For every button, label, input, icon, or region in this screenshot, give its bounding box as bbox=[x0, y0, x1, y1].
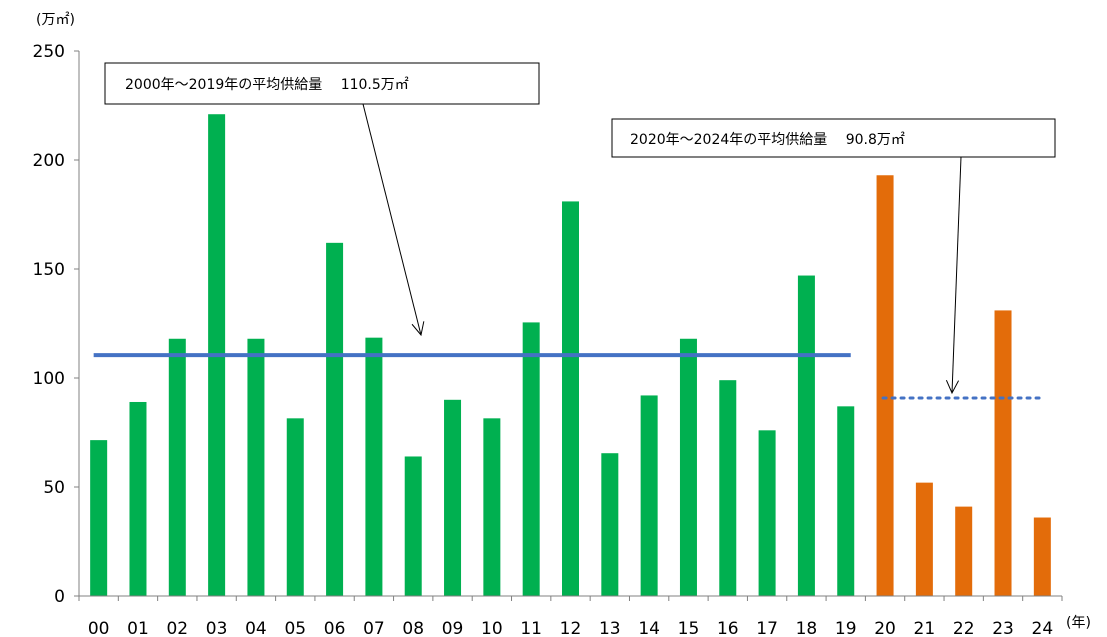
annotation-arrowhead-2000-2019 bbox=[411, 321, 425, 337]
x-tick-label: 07 bbox=[363, 619, 385, 637]
x-tick-label: 19 bbox=[835, 619, 857, 637]
x-tick-label: 24 bbox=[1032, 619, 1054, 637]
y-ticks-group: 0 50 100 150 200 250 bbox=[33, 42, 79, 607]
bar-07 bbox=[365, 337, 383, 596]
annotation-box-2020-2024 bbox=[611, 118, 1056, 158]
average-lines-group bbox=[93, 353, 1045, 400]
x-tick-label: 22 bbox=[953, 619, 975, 637]
bar-02 bbox=[168, 338, 186, 596]
bar-11 bbox=[522, 322, 540, 596]
x-tick-label: 15 bbox=[678, 619, 700, 637]
annotation-text-2020-2024: 2020年～2024年の平均供給量 90.8万㎡ bbox=[630, 132, 905, 148]
x-tick-label: 18 bbox=[796, 619, 818, 637]
x-tick-label: 01 bbox=[127, 619, 149, 637]
annotation-arrow-2020-2024 bbox=[951, 156, 962, 394]
annotation-2020-2024: 2020年～2024年の平均供給量 90.8万㎡ bbox=[611, 118, 1056, 395]
y-axis-unit-label: (万㎡) bbox=[36, 12, 75, 28]
x-tick-label: 11 bbox=[520, 619, 542, 637]
y-tick-label: 200 bbox=[33, 151, 65, 171]
x-tick-label: 09 bbox=[442, 619, 464, 637]
bar-04 bbox=[247, 338, 265, 596]
annotation-2000-2019: 2000年～2019年の平均供給量 110.5万㎡ bbox=[104, 62, 540, 337]
x-tick-label: 12 bbox=[560, 619, 582, 637]
y-tick-label: 150 bbox=[33, 260, 65, 280]
bar-06 bbox=[326, 242, 344, 596]
x-tick-label: 21 bbox=[914, 619, 936, 637]
x-tick-label: 13 bbox=[599, 619, 621, 637]
y-tick-label: 100 bbox=[33, 369, 65, 389]
x-tick-label: 17 bbox=[756, 619, 778, 637]
bar-19 bbox=[837, 406, 855, 596]
y-tick-label: 0 bbox=[54, 587, 65, 607]
bar-05 bbox=[286, 418, 304, 596]
x-tick-label: 00 bbox=[88, 619, 110, 637]
bar-20 bbox=[876, 175, 894, 596]
x-tick-label: 23 bbox=[992, 619, 1014, 637]
x-tick-label: 08 bbox=[402, 619, 424, 637]
x-tick-label: 16 bbox=[717, 619, 739, 637]
bar-17 bbox=[758, 430, 776, 596]
x-tick-label: 06 bbox=[324, 619, 346, 637]
bar-15 bbox=[679, 338, 697, 596]
bar-00 bbox=[90, 440, 108, 596]
x-tick-label: 14 bbox=[638, 619, 660, 637]
bar-14 bbox=[640, 395, 658, 596]
x-tick-label: 10 bbox=[481, 619, 503, 637]
bar-24 bbox=[1033, 517, 1051, 596]
x-tick-label: 03 bbox=[206, 619, 228, 637]
bar-23 bbox=[994, 310, 1012, 596]
bar-01 bbox=[129, 401, 147, 596]
bar-09 bbox=[444, 399, 462, 596]
x-tick-label: 02 bbox=[166, 619, 188, 637]
x-tick-label: 20 bbox=[874, 619, 896, 637]
bar-13 bbox=[601, 453, 619, 596]
x-axis-unit-label: (年) bbox=[1066, 615, 1091, 631]
bar-10 bbox=[483, 418, 501, 596]
annotation-text-2000-2019: 2000年～2019年の平均供給量 110.5万㎡ bbox=[125, 77, 409, 93]
bar-22 bbox=[955, 506, 973, 596]
annotation-box-2000-2019 bbox=[104, 62, 540, 105]
annotation-arrowhead-2020-2024 bbox=[945, 379, 960, 395]
bar-12 bbox=[562, 201, 579, 597]
bar-16 bbox=[719, 380, 737, 596]
bar-08 bbox=[404, 456, 422, 596]
x-ticks-group: 00 01 02 03 04 05 06 07 08 09 10 11 12 13 14 15 16 17 18 19… bbox=[78, 596, 1063, 637]
annotation-arrow-2000-2019 bbox=[362, 103, 422, 336]
bar-21 bbox=[915, 482, 933, 596]
x-tick-label: 05 bbox=[284, 619, 306, 637]
y-tick-label: 250 bbox=[33, 42, 65, 62]
bar-18 bbox=[797, 275, 815, 596]
x-tick-label: 04 bbox=[245, 619, 267, 637]
y-tick-label: 50 bbox=[43, 478, 65, 498]
